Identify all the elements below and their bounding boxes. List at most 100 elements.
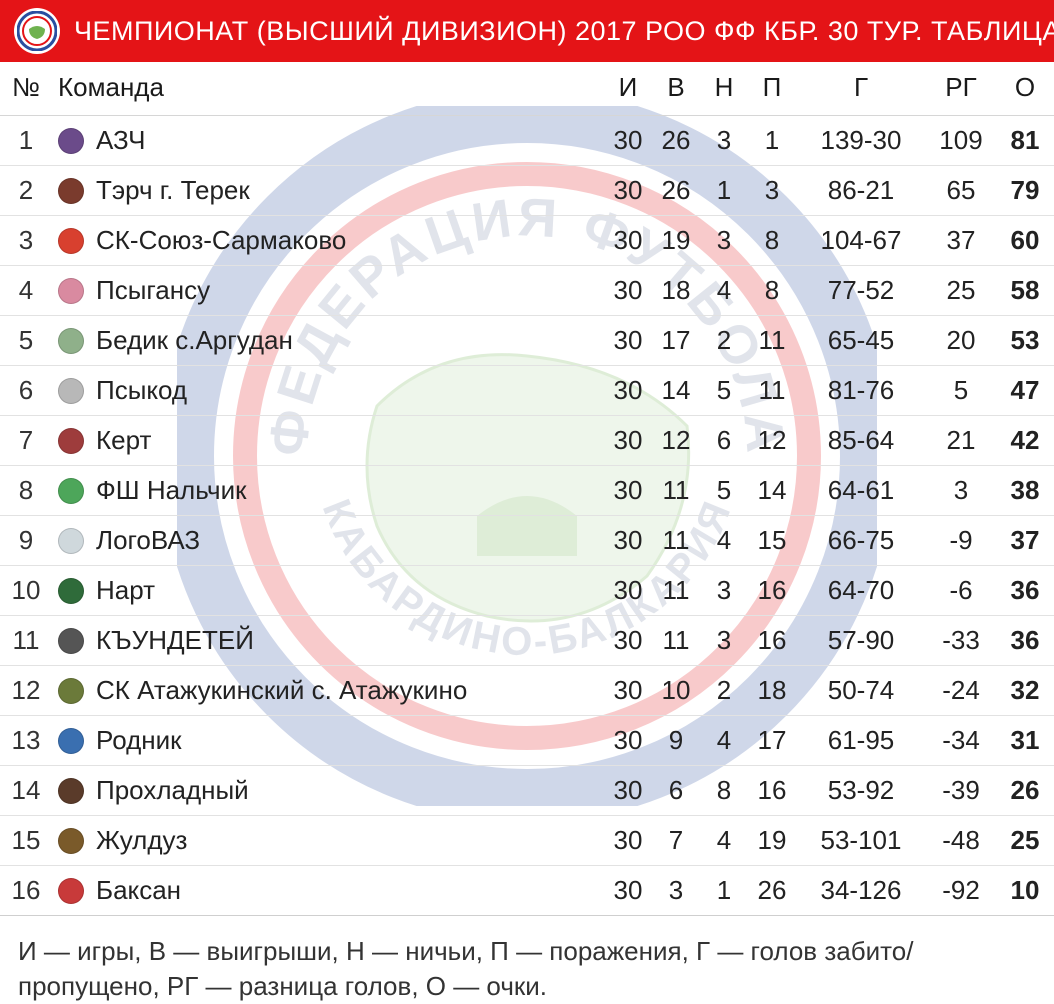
cell-losses: 11 xyxy=(748,316,796,366)
team-name: Керт xyxy=(96,425,151,456)
table-row: 9 ЛогоВАЗ 30 11 4 15 66-75 -9 37 xyxy=(0,516,1054,566)
cell-losses: 16 xyxy=(748,566,796,616)
cell-gd: -39 xyxy=(926,766,996,816)
team-name: ФШ Нальчик xyxy=(96,475,246,506)
table-row: 8 ФШ Нальчик 30 11 5 14 64-61 3 38 xyxy=(0,466,1054,516)
team-logo-icon xyxy=(58,478,84,504)
cell-draws: 3 xyxy=(700,216,748,266)
col-header-gd: РГ xyxy=(926,62,996,116)
cell-gd: -6 xyxy=(926,566,996,616)
team-logo-icon xyxy=(58,778,84,804)
cell-wins: 3 xyxy=(652,866,700,916)
cell-played: 30 xyxy=(604,316,652,366)
table-row: 5 Бедик с.Аргудан 30 17 2 11 65-45 20 53 xyxy=(0,316,1054,366)
table-row: 16 Баксан 30 3 1 26 34-126 -92 10 xyxy=(0,866,1054,916)
cell-points: 60 xyxy=(996,216,1054,266)
team-name: Родник xyxy=(96,725,182,756)
cell-goals: 53-92 xyxy=(796,766,926,816)
cell-rank: 11 xyxy=(0,616,52,666)
cell-draws: 4 xyxy=(700,716,748,766)
cell-draws: 8 xyxy=(700,766,748,816)
team-logo-icon xyxy=(58,878,84,904)
cell-goals: 61-95 xyxy=(796,716,926,766)
cell-rank: 8 xyxy=(0,466,52,516)
cell-played: 30 xyxy=(604,766,652,816)
table-row: 1 АЗЧ 30 26 3 1 139-30 109 81 xyxy=(0,116,1054,166)
col-header-team: Команда xyxy=(52,62,604,116)
cell-points: 81 xyxy=(996,116,1054,166)
cell-points: 38 xyxy=(996,466,1054,516)
cell-goals: 50-74 xyxy=(796,666,926,716)
table-row: 11 КЪУНДЕТЕЙ 30 11 3 16 57-90 -33 36 xyxy=(0,616,1054,666)
cell-team: Баксан xyxy=(52,866,604,916)
team-name: Бедик с.Аргудан xyxy=(96,325,293,356)
cell-draws: 3 xyxy=(700,116,748,166)
team-name: Жулдуз xyxy=(96,825,187,856)
cell-draws: 1 xyxy=(700,166,748,216)
cell-team: Псыгансу xyxy=(52,266,604,316)
team-name: СК-Союз-Сармаково xyxy=(96,225,346,256)
cell-gd: -24 xyxy=(926,666,996,716)
cell-losses: 16 xyxy=(748,766,796,816)
cell-gd: -33 xyxy=(926,616,996,666)
cell-played: 30 xyxy=(604,666,652,716)
team-name: Тэрч г. Терек xyxy=(96,175,250,206)
cell-team: Нарт xyxy=(52,566,604,616)
cell-wins: 11 xyxy=(652,516,700,566)
cell-draws: 2 xyxy=(700,316,748,366)
cell-wins: 14 xyxy=(652,366,700,416)
cell-gd: -34 xyxy=(926,716,996,766)
cell-team: Псыкод xyxy=(52,366,604,416)
team-logo-icon xyxy=(58,728,84,754)
cell-rank: 7 xyxy=(0,416,52,466)
cell-wins: 17 xyxy=(652,316,700,366)
cell-losses: 14 xyxy=(748,466,796,516)
cell-rank: 4 xyxy=(0,266,52,316)
team-logo-icon xyxy=(58,278,84,304)
cell-draws: 4 xyxy=(700,516,748,566)
cell-rank: 9 xyxy=(0,516,52,566)
cell-goals: 66-75 xyxy=(796,516,926,566)
cell-wins: 11 xyxy=(652,566,700,616)
cell-points: 79 xyxy=(996,166,1054,216)
cell-rank: 15 xyxy=(0,816,52,866)
standings-table: № Команда И В Н П Г РГ О 1 АЗЧ 30 26 3 1… xyxy=(0,62,1054,916)
cell-wins: 6 xyxy=(652,766,700,816)
team-logo-icon xyxy=(58,428,84,454)
cell-rank: 10 xyxy=(0,566,52,616)
cell-rank: 16 xyxy=(0,866,52,916)
cell-points: 36 xyxy=(996,616,1054,666)
cell-losses: 8 xyxy=(748,216,796,266)
cell-played: 30 xyxy=(604,516,652,566)
team-logo-icon xyxy=(58,378,84,404)
cell-points: 36 xyxy=(996,566,1054,616)
cell-losses: 1 xyxy=(748,116,796,166)
cell-wins: 9 xyxy=(652,716,700,766)
team-logo-icon xyxy=(58,628,84,654)
col-header-wins: В xyxy=(652,62,700,116)
cell-points: 26 xyxy=(996,766,1054,816)
cell-losses: 15 xyxy=(748,516,796,566)
cell-gd: 109 xyxy=(926,116,996,166)
table-row: 7 Керт 30 12 6 12 85-64 21 42 xyxy=(0,416,1054,466)
cell-gd: -9 xyxy=(926,516,996,566)
cell-played: 30 xyxy=(604,216,652,266)
cell-played: 30 xyxy=(604,116,652,166)
cell-played: 30 xyxy=(604,566,652,616)
cell-losses: 12 xyxy=(748,416,796,466)
cell-team: Родник xyxy=(52,716,604,766)
table-row: 2 Тэрч г. Терек 30 26 1 3 86-21 65 79 xyxy=(0,166,1054,216)
cell-goals: 34-126 xyxy=(796,866,926,916)
cell-draws: 1 xyxy=(700,866,748,916)
cell-team: СК Атажукинский с. Атажукино xyxy=(52,666,604,716)
team-name: Прохладный xyxy=(96,775,249,806)
cell-gd: 3 xyxy=(926,466,996,516)
cell-goals: 64-61 xyxy=(796,466,926,516)
cell-points: 53 xyxy=(996,316,1054,366)
cell-points: 37 xyxy=(996,516,1054,566)
cell-played: 30 xyxy=(604,616,652,666)
cell-losses: 19 xyxy=(748,816,796,866)
table-row: 10 Нарт 30 11 3 16 64-70 -6 36 xyxy=(0,566,1054,616)
cell-played: 30 xyxy=(604,366,652,416)
cell-draws: 4 xyxy=(700,266,748,316)
